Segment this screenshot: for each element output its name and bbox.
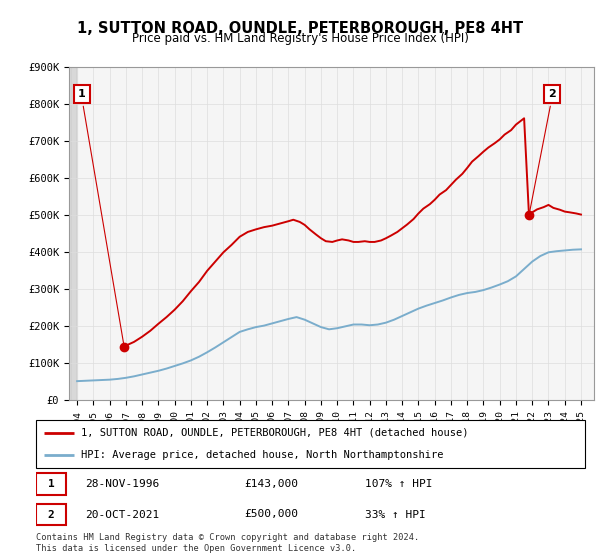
Text: £500,000: £500,000 [245, 510, 299, 520]
FancyBboxPatch shape [36, 473, 66, 494]
Text: 28-NOV-1996: 28-NOV-1996 [85, 479, 160, 489]
Bar [69, 67, 77, 400]
Text: 1: 1 [48, 479, 55, 489]
Text: £143,000: £143,000 [245, 479, 299, 489]
Text: Price paid vs. HM Land Registry's House Price Index (HPI): Price paid vs. HM Land Registry's House … [131, 32, 469, 45]
Text: 2: 2 [48, 510, 55, 520]
Text: HPI: Average price, detached house, North Northamptonshire: HPI: Average price, detached house, Nort… [81, 450, 443, 460]
FancyBboxPatch shape [36, 420, 585, 468]
Text: 1: 1 [78, 89, 124, 345]
FancyBboxPatch shape [36, 504, 66, 525]
Text: 20-OCT-2021: 20-OCT-2021 [85, 510, 160, 520]
Text: 1, SUTTON ROAD, OUNDLE, PETERBOROUGH, PE8 4HT (detached house): 1, SUTTON ROAD, OUNDLE, PETERBOROUGH, PE… [81, 428, 469, 438]
Text: 107% ↑ HPI: 107% ↑ HPI [365, 479, 433, 489]
Text: 1, SUTTON ROAD, OUNDLE, PETERBOROUGH, PE8 4HT: 1, SUTTON ROAD, OUNDLE, PETERBOROUGH, PE… [77, 21, 523, 36]
Text: 2: 2 [530, 89, 556, 213]
Text: Contains HM Land Registry data © Crown copyright and database right 2024.
This d: Contains HM Land Registry data © Crown c… [36, 533, 419, 553]
Text: 33% ↑ HPI: 33% ↑ HPI [365, 510, 426, 520]
